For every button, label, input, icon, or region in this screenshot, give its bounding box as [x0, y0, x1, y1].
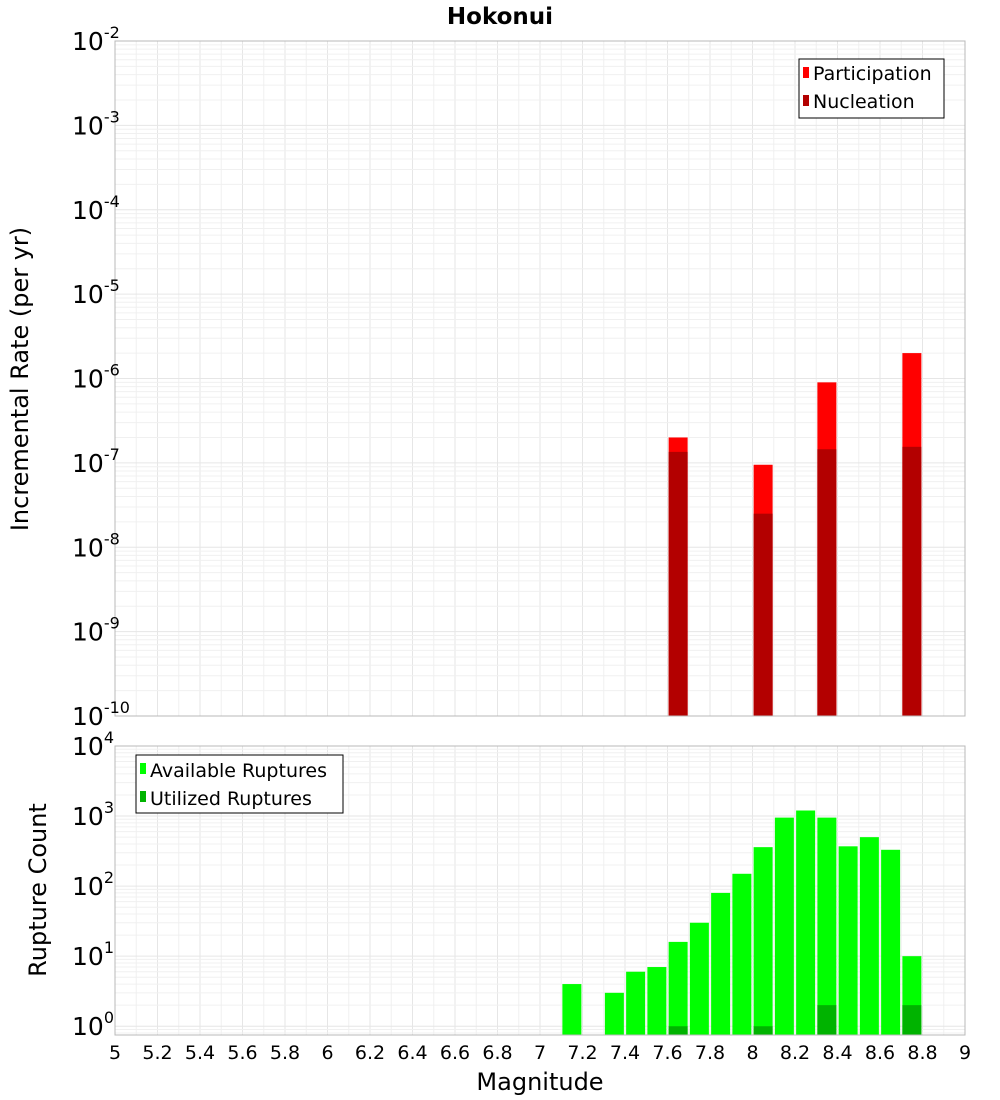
rate-y-tick-label: 10-4 — [72, 192, 120, 225]
x-tick-label: 6.4 — [397, 1042, 427, 1064]
rate-y-tick-label: 10-8 — [72, 529, 120, 562]
x-tick-label: 7.8 — [695, 1042, 725, 1064]
rate-y-tick-label: 10-7 — [72, 445, 120, 478]
count-panel: 104 103 102 101 100 5 5.2 5.4 5.6 5.8 6 6.2 6.4 6.6 6… — [24, 728, 971, 1096]
x-tick-label: 5.8 — [270, 1042, 300, 1064]
chart-title: Hokonui — [447, 4, 553, 30]
x-tick-label: 6.6 — [440, 1042, 470, 1064]
count-legend: Available Ruptures Utilized Ruptures — [135, 754, 344, 814]
nucleation-legend-swatch — [803, 95, 809, 106]
x-axis-label: Magnitude — [476, 1068, 603, 1096]
available-ruptures-bar — [859, 837, 879, 1035]
available-legend-swatch — [140, 763, 146, 774]
x-tick-label: 8 — [746, 1042, 758, 1064]
x-tick-label: 7.6 — [652, 1042, 682, 1064]
available-ruptures-bar — [711, 892, 731, 1035]
rate-panel: 10-2 10-3 10-4 10-5 10-6 10-7 10-8 10-9 10-10 In… — [6, 23, 966, 731]
rate-plot-frame — [114, 40, 966, 717]
x-tick-label: 8.8 — [907, 1042, 937, 1064]
x-tick-label: 5.6 — [227, 1042, 257, 1064]
nucleation-bar — [817, 449, 837, 716]
rate-legend-box — [798, 58, 945, 119]
x-tick-label: 8.4 — [822, 1042, 852, 1064]
rate-y-tick-label: 10-10 — [72, 698, 130, 731]
participation-legend-label: Participation — [813, 63, 932, 85]
utilized-ruptures-bar — [902, 1005, 922, 1035]
count-y-tick-label: 100 — [72, 1008, 114, 1041]
count-y-axis-label: Rupture Count — [24, 803, 52, 977]
rate-y-axis-label: Incremental Rate (per yr) — [6, 227, 34, 531]
count-y-tick-label: 104 — [72, 728, 114, 761]
count-bars — [562, 810, 922, 1035]
rate-y-tick-label: 10-6 — [72, 361, 120, 394]
x-tick-label: 8.6 — [865, 1042, 895, 1064]
x-tick-label: 9 — [959, 1042, 971, 1064]
count-x-ticks: 5 5.2 5.4 5.6 5.8 6 6.2 6.4 6.6 6.8 7 7.2 7.4 7.6 7.8 8… — [109, 1042, 971, 1064]
x-tick-label: 5.2 — [142, 1042, 172, 1064]
rate-bars — [668, 353, 922, 716]
x-tick-label: 7 — [534, 1042, 546, 1064]
utilized-legend-swatch — [140, 791, 146, 802]
x-tick-label: 5.4 — [185, 1042, 215, 1064]
available-ruptures-bar — [774, 817, 794, 1035]
count-y-ticks: 104 103 102 101 100 — [72, 728, 114, 1041]
count-legend-box — [135, 754, 344, 814]
available-ruptures-bar — [689, 922, 709, 1035]
available-ruptures-bar — [562, 984, 582, 1035]
x-tick-label: 8.2 — [780, 1042, 810, 1064]
nucleation-bar — [668, 451, 688, 716]
utilized-ruptures-bar — [753, 1026, 773, 1035]
utilized-ruptures-bar — [668, 1026, 688, 1035]
available-ruptures-bar — [838, 846, 858, 1035]
nucleation-bar — [902, 446, 922, 716]
count-plot-frame — [114, 745, 966, 1036]
rate-grid — [114, 40, 966, 717]
x-tick-label: 6.2 — [355, 1042, 385, 1064]
available-ruptures-bar — [626, 971, 646, 1035]
x-tick-label: 5 — [109, 1042, 121, 1064]
available-ruptures-bar — [753, 847, 773, 1035]
available-legend-label: Available Ruptures — [150, 760, 327, 782]
available-ruptures-bar — [817, 817, 837, 1035]
count-y-tick-label: 101 — [72, 938, 114, 971]
rate-legend: Participation Nucleation — [798, 58, 945, 119]
rate-y-tick-label: 10-5 — [72, 276, 120, 309]
utilized-legend-label: Utilized Ruptures — [150, 788, 312, 810]
x-tick-label: 7.4 — [610, 1042, 640, 1064]
count-y-tick-label: 103 — [72, 798, 114, 831]
available-ruptures-bar — [796, 810, 816, 1035]
rate-y-tick-label: 10-3 — [72, 107, 120, 140]
rate-y-tick-label: 10-2 — [72, 23, 120, 56]
available-ruptures-bar — [668, 941, 688, 1035]
rate-y-tick-label: 10-9 — [72, 614, 120, 647]
available-ruptures-bar — [732, 873, 752, 1035]
utilized-ruptures-bar — [817, 1005, 837, 1035]
participation-legend-swatch — [803, 67, 809, 78]
x-tick-label: 7.2 — [567, 1042, 597, 1064]
x-tick-label: 6.8 — [482, 1042, 512, 1064]
available-ruptures-bar — [604, 992, 624, 1035]
x-tick-label: 6 — [321, 1042, 333, 1064]
available-ruptures-bar — [647, 967, 667, 1035]
count-y-tick-label: 102 — [72, 868, 114, 901]
nucleation-legend-label: Nucleation — [813, 91, 915, 113]
nucleation-bar — [753, 513, 773, 716]
available-ruptures-bar — [881, 849, 901, 1035]
